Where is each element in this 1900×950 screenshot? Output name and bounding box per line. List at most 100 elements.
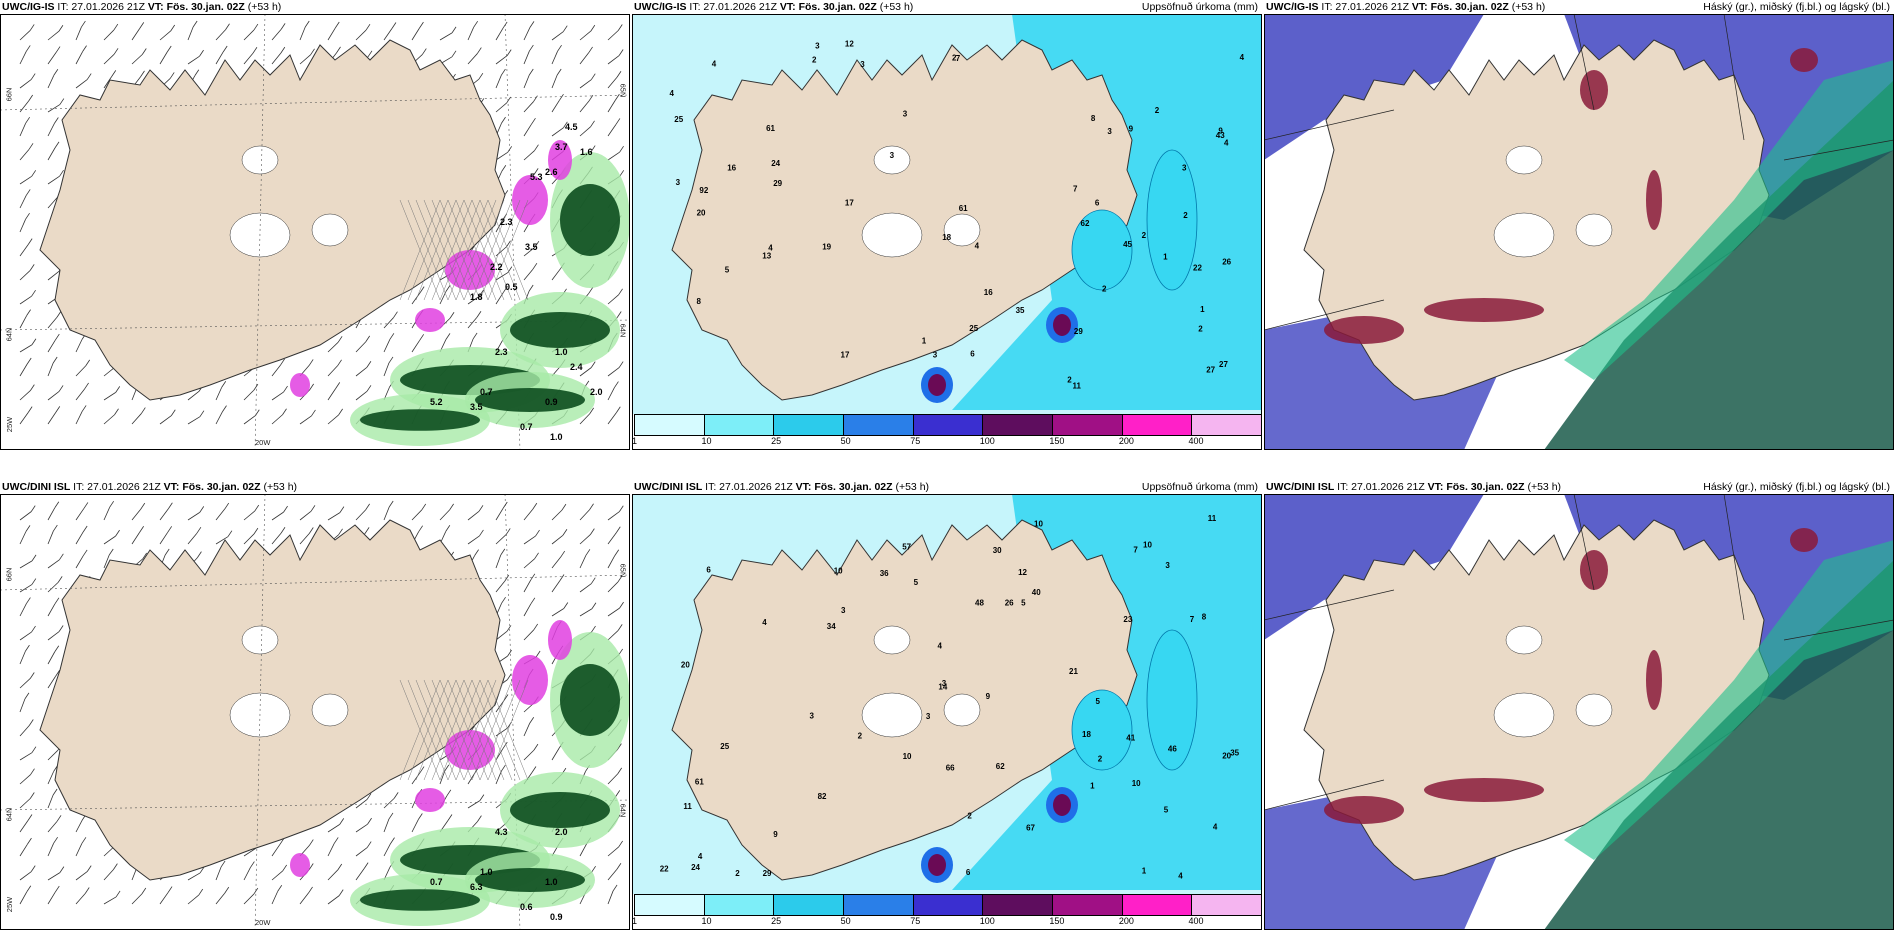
hatch-line [455, 679, 497, 781]
boundary-line [1573, 13, 1595, 111]
barb-flag [563, 121, 568, 129]
wind-barb [243, 389, 255, 401]
barb-flag [139, 526, 144, 533]
value-label: 1.0 [480, 867, 493, 877]
wind-barb [327, 342, 339, 353]
barb-flag [585, 549, 591, 556]
wind-barb [495, 55, 508, 65]
barb-flag [30, 73, 36, 80]
value-label: 9 [1218, 126, 1223, 135]
barb-flag [310, 505, 316, 512]
wind-barb [495, 747, 504, 761]
wind-barb [607, 387, 615, 401]
barb-flag [29, 24, 35, 31]
green-dark-area [475, 868, 585, 892]
wind-barb [327, 843, 335, 857]
value-label: 5 [1021, 598, 1026, 607]
wind-barb [103, 535, 116, 545]
green-dark-area [560, 664, 620, 736]
colorbar-label: 10 [701, 436, 712, 446]
wind-barb [495, 770, 502, 785]
value-label: 22 [660, 864, 669, 873]
barb-flag [446, 789, 452, 797]
wind-barb [607, 99, 616, 113]
wind-barb [47, 175, 60, 185]
value-label: 2 [735, 869, 740, 878]
colorbar-labels: 1 10 25 50 75 100 150 200 400 [632, 436, 1260, 448]
wind-barb [467, 53, 478, 65]
glacier [861, 692, 923, 738]
value-label: 9 [1129, 124, 1134, 133]
wind-barb [495, 534, 507, 545]
barb-flag [253, 23, 259, 31]
value-label: 29 [763, 869, 772, 878]
green-dark-area [360, 889, 480, 911]
wind-barb [19, 774, 31, 785]
barb-flag [365, 23, 371, 31]
barb-flag [139, 22, 145, 29]
value-label: 1.8 [470, 292, 483, 302]
colorbar-label: 100 [979, 916, 995, 926]
value-label: 4 [762, 618, 767, 627]
colorbar-segment [774, 415, 845, 435]
barb-flag [254, 504, 260, 512]
wind-barb [299, 54, 311, 65]
axis-label: 65N [618, 563, 628, 578]
wind-barb [19, 650, 26, 665]
value-label: 61 [959, 204, 968, 213]
barb-flag [85, 359, 91, 367]
boundary-lines [1264, 493, 1894, 811]
panel-subtitle: Háský (gr.), miðský (fj.bl.) og lágský (… [1703, 481, 1890, 493]
barb-flag [283, 385, 288, 393]
wind-barb [19, 270, 31, 281]
colorbar-segment [1192, 895, 1262, 915]
barb-flag [615, 118, 621, 125]
value-label: 2.0 [590, 387, 603, 397]
wind-barb [551, 534, 564, 545]
glacier [1505, 145, 1543, 175]
wind-barb [355, 823, 368, 833]
wind-barb [579, 30, 592, 41]
barb-flag [588, 46, 593, 54]
wind-barb [47, 339, 56, 353]
barb-flag [58, 25, 64, 32]
wind-barb [19, 390, 31, 401]
barb-flag [589, 503, 594, 510]
wind-barb [607, 773, 618, 785]
wind-barb [19, 584, 33, 593]
wind-barb [159, 508, 169, 521]
value-label: 3.7 [555, 142, 568, 152]
barb-flag [419, 766, 425, 773]
wind-barb [523, 50, 530, 65]
value-label: 2 [1155, 106, 1160, 115]
barb-flag [618, 49, 624, 56]
barb-flag [28, 143, 34, 150]
wind-barb [551, 99, 560, 113]
value-label: 9 [773, 830, 778, 839]
barb-flag [444, 764, 450, 772]
wind-barb [215, 29, 226, 41]
panel-ig-cloud: UWC/IG-IS IT: 27.01.2026 21Z VT: Fös. 30… [1264, 0, 1894, 450]
boundary-line [1723, 13, 1745, 141]
panel-dini-precip: 4 4 2 6 5 3 2 3 1 3 5 4 12 11 5 1 3 9 20 7 2 5 20 29 11 24 66 62 34 2… [632, 480, 1262, 930]
value-label: 3.5 [470, 402, 483, 412]
glacier [943, 693, 981, 727]
barb-flag [28, 94, 33, 102]
barb-flag [388, 812, 394, 820]
barb-flag [617, 624, 623, 631]
value-label: 0.6 [520, 902, 533, 912]
glacier [311, 693, 349, 727]
wind-barb [159, 415, 172, 425]
barb-flag [367, 817, 372, 825]
wind-barb [495, 151, 508, 161]
barb-flag [337, 863, 343, 871]
barb-flag [83, 502, 89, 509]
barb-flag [282, 408, 287, 415]
value-label: 2 [952, 54, 957, 63]
wind-barb [327, 824, 340, 833]
hatch-line [423, 679, 465, 781]
barb-flag [24, 692, 30, 700]
barb-flag [447, 814, 453, 821]
barb-flag [84, 887, 90, 894]
value-label: 2.3 [500, 217, 513, 227]
